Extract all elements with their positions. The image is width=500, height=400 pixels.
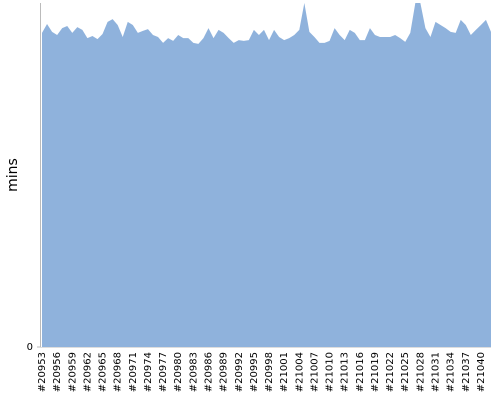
x-tick-label: #21016: [355, 352, 366, 392]
x-tick-label: #20953: [37, 352, 48, 392]
x-tick-label: #20989: [219, 352, 230, 392]
x-tick-label: #21034: [446, 352, 457, 392]
x-tick-label: #21031: [431, 352, 442, 392]
x-tick-label: #20959: [67, 352, 78, 392]
x-tick-label: #20998: [264, 352, 275, 392]
x-tick-label: #21040: [476, 352, 487, 392]
x-tick-label: #20983: [188, 352, 199, 392]
area: [42, 3, 491, 347]
x-tick-label: #21013: [340, 352, 351, 392]
x-tick-label: #21037: [461, 352, 472, 392]
x-tick-label: #21022: [385, 352, 396, 392]
x-tick-label: #21025: [400, 352, 411, 392]
y-tick-label: 0: [27, 342, 33, 353]
x-tick-label: #20992: [234, 352, 245, 392]
x-tick-label: #21004: [294, 352, 305, 392]
x-tick-label: #21028: [415, 352, 426, 392]
x-tick-label: #20995: [249, 352, 260, 392]
y-axis-label: mins: [5, 158, 21, 192]
x-tick-label: #20971: [128, 352, 139, 392]
x-tick-label: #20968: [113, 352, 124, 392]
x-tick-label: #20977: [158, 352, 169, 392]
x-tick-label: #20962: [82, 352, 93, 392]
x-tick-label: #21007: [309, 352, 320, 392]
x-tick-label: #20980: [173, 352, 184, 392]
x-tick-label: #20956: [52, 352, 63, 392]
x-tick-label: #20986: [203, 352, 214, 392]
x-tick-label: #20974: [143, 352, 154, 392]
x-tick-label: #21001: [279, 352, 290, 392]
x-tick-label: #21019: [370, 352, 381, 392]
x-tick-label: #20965: [98, 352, 109, 392]
x-tick-label: #21010: [325, 352, 336, 392]
